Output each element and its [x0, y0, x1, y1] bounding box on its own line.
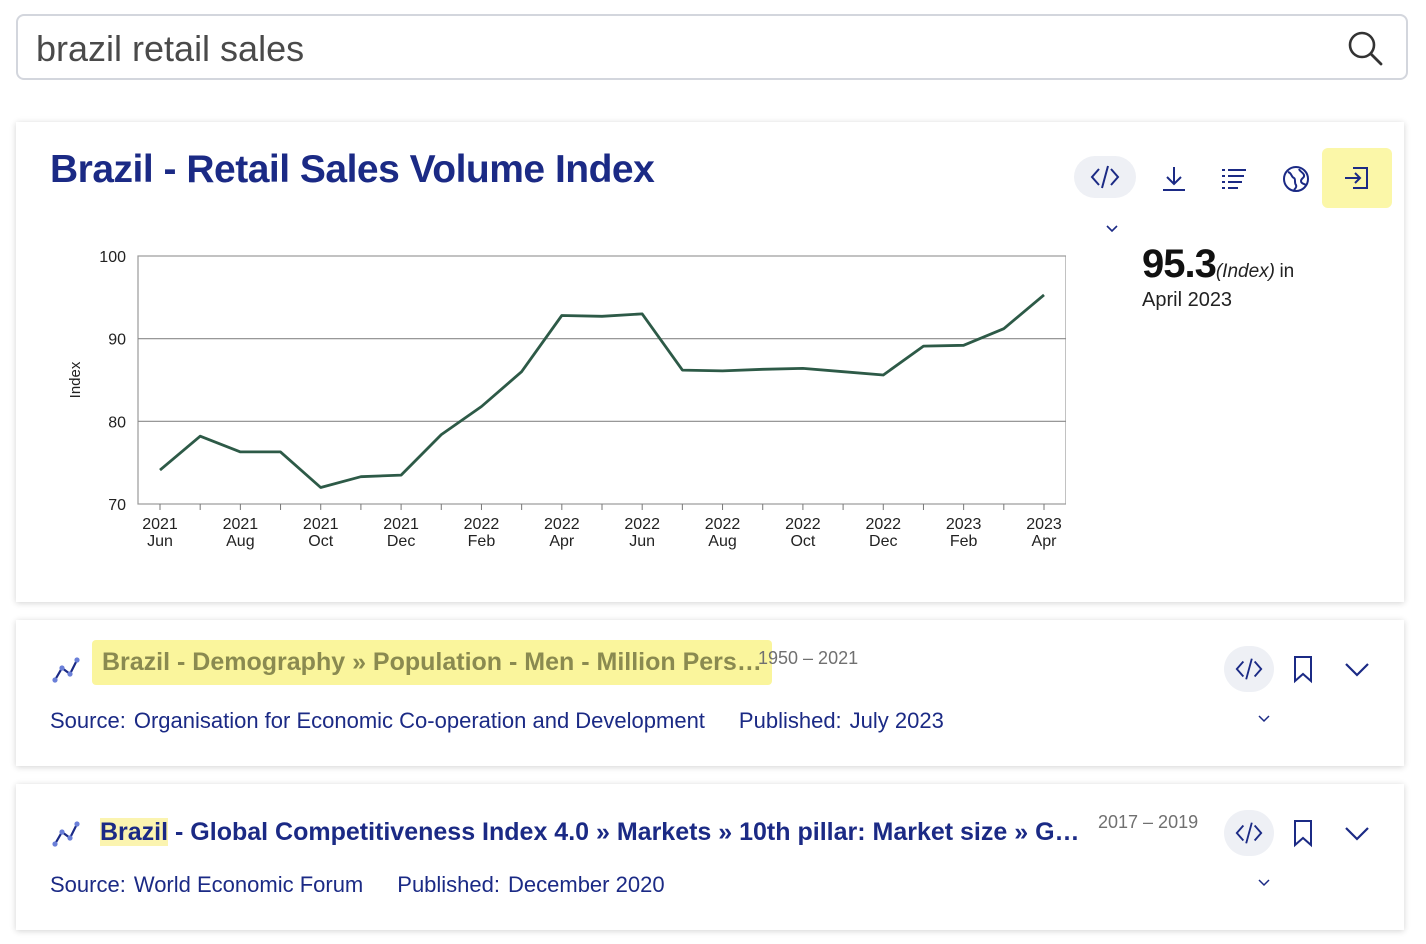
x-tick-label: 2022 [865, 516, 901, 533]
x-tick-label: Oct [308, 533, 333, 550]
x-tick-label: 2021 [383, 516, 419, 533]
bookmark-icon[interactable] [1288, 654, 1318, 684]
x-tick-label: 2022 [544, 516, 580, 533]
y-axis-label: Index [67, 361, 84, 398]
x-tick-label: 2023 [946, 516, 982, 533]
line-chart-icon [52, 821, 80, 847]
x-tick-label: 2022 [464, 516, 500, 533]
result-title-rest: - Global Competitiveness Index 4.0 » Mar… [168, 818, 1080, 846]
code-icon [1090, 165, 1120, 189]
result-date-range: 1950 – 2021 [758, 648, 859, 668]
chevron-down-icon[interactable] [1256, 878, 1272, 888]
latest-value-unit: (Index) [1215, 261, 1275, 282]
x-tick-label: 2021 [223, 516, 259, 533]
x-tick-label: 2022 [705, 516, 741, 533]
chart-svg: 100908070Index2021Jun2021Aug2021Oct2021D… [67, 249, 1067, 550]
x-tick-label: 2023 [1026, 516, 1062, 533]
result-date-range: 2017 – 2019 [1098, 812, 1199, 832]
download-button[interactable] [1150, 155, 1198, 203]
main-result-card: Brazil - Retail Sales Volume Index [16, 122, 1404, 602]
chevron-down-icon[interactable] [1342, 660, 1372, 680]
search-input[interactable] [34, 24, 1338, 74]
x-tick-label: 2022 [624, 516, 660, 533]
y-tick-label: 70 [108, 497, 126, 514]
source-value: Organisation for Economic Co-operation a… [133, 708, 705, 733]
x-tick-label: Feb [950, 533, 978, 550]
published-label: Published: [738, 708, 842, 733]
chevron-down-icon[interactable] [1342, 824, 1372, 844]
page-title[interactable]: Brazil - Retail Sales Volume Index [50, 148, 655, 191]
result-card: Brazil - Global Competitiveness Index 4.… [16, 784, 1404, 930]
y-tick-label: 90 [108, 332, 126, 349]
result-card: Brazil - Demography » Population - Men -… [16, 620, 1404, 766]
published-value: July 2023 [849, 708, 944, 733]
chevron-down-icon[interactable] [1256, 714, 1272, 724]
x-tick-label: Aug [226, 533, 254, 550]
x-tick-label: 2021 [303, 516, 339, 533]
plot-area [137, 255, 1067, 505]
list-icon [1222, 169, 1246, 189]
x-tick-label: Dec [869, 533, 897, 550]
latest-value-number: 95.3 [1142, 242, 1217, 286]
x-tick-label: 2022 [785, 516, 821, 533]
embed-button[interactable] [1224, 646, 1274, 692]
x-tick-label: Apr [549, 533, 575, 550]
x-tick-label: Jun [147, 533, 173, 550]
search-icon[interactable] [1346, 29, 1384, 67]
published-value: December 2020 [508, 872, 665, 897]
x-tick-label: Feb [468, 533, 496, 550]
latest-value-in: in [1279, 261, 1295, 282]
result-title[interactable]: Brazil - Global Competitiveness Index 4.… [100, 818, 1080, 847]
line-chart: 100 90 80 70 Index 2021 Jun 2021 Aug 2021 Oct 2021 D… [46, 242, 1067, 562]
result-meta: Source: Organisation for Economic Co-oper… [50, 708, 944, 734]
result-title-highlight: Brazil [100, 818, 169, 846]
y-tick-label: 100 [99, 249, 126, 266]
open-in-icon [1345, 167, 1368, 189]
bookmark-icon[interactable] [1288, 818, 1318, 848]
download-icon [1163, 167, 1185, 191]
result-title-highlight: Brazil [102, 648, 171, 676]
published-label: Published: [397, 872, 501, 897]
x-tick-label: Apr [1032, 533, 1058, 550]
source-label: Source: [50, 708, 126, 733]
embed-button[interactable] [1224, 810, 1274, 856]
source-value: World Economic Forum [133, 872, 364, 897]
search-bar [16, 14, 1408, 80]
list-button[interactable] [1210, 155, 1258, 203]
y-tick-label: 80 [108, 414, 126, 431]
latest-value-date: April 2023 [1142, 289, 1233, 311]
x-tick-label: Jun [629, 533, 655, 550]
source-label: Source: [50, 872, 126, 897]
x-tick-label: 2021 [142, 516, 178, 533]
x-tick-label: Dec [387, 533, 415, 550]
result-title-rest: - Demography » Population - Men - Millio… [170, 648, 772, 676]
card-toolbar [1072, 148, 1394, 208]
chevron-down-icon[interactable] [1102, 222, 1122, 236]
map-button[interactable] [1272, 155, 1320, 203]
globe-icon [1283, 166, 1309, 192]
x-tick-label: Aug [708, 533, 736, 550]
latest-value: 95.3(Index) in April 2023 [1142, 242, 1382, 312]
series-line [159, 293, 1045, 489]
x-tick-label: Oct [790, 533, 815, 550]
result-title[interactable]: Brazil - Demography » Population - Men -… [92, 640, 772, 685]
line-chart-icon [52, 657, 80, 683]
embed-button[interactable] [1074, 156, 1136, 198]
result-meta: Source: World Economic Forum Published: Dec… [50, 872, 665, 898]
code-icon [1235, 822, 1263, 844]
code-icon [1235, 658, 1263, 680]
open-in-button[interactable] [1322, 148, 1392, 208]
